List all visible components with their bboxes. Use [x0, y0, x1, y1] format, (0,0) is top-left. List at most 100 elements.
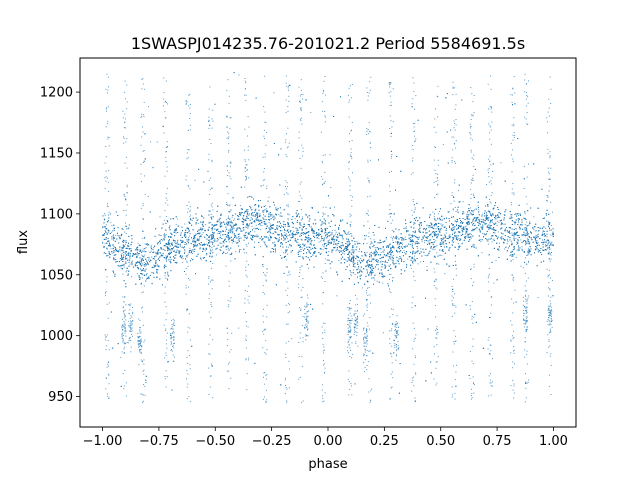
- data-point: [421, 241, 423, 243]
- data-point: [490, 227, 492, 229]
- data-point: [289, 274, 291, 276]
- data-point: [225, 265, 227, 267]
- data-point: [317, 235, 319, 237]
- data-point: [434, 231, 436, 233]
- data-point: [192, 239, 194, 241]
- data-point: [435, 228, 437, 230]
- data-point: [185, 235, 187, 237]
- data-point: [119, 258, 121, 259]
- data-point: [270, 232, 272, 234]
- data-point: [104, 213, 106, 215]
- data-point: [530, 233, 532, 235]
- data-point: [221, 242, 223, 244]
- data-point: [377, 264, 379, 265]
- data-point: [545, 227, 547, 229]
- data-point: [405, 226, 407, 228]
- scatter-points: [102, 72, 554, 403]
- data-point: [177, 218, 179, 220]
- data-point: [462, 201, 464, 203]
- data-point: [124, 231, 126, 233]
- data-point: [495, 260, 497, 262]
- data-point: [273, 92, 275, 94]
- data-point: [443, 244, 445, 246]
- data-point: [162, 240, 164, 242]
- data-point: [434, 234, 435, 236]
- data-point: [136, 273, 138, 275]
- data-point: [498, 221, 500, 223]
- data-point: [403, 250, 405, 252]
- data-point: [413, 251, 415, 253]
- data-point: [189, 364, 191, 366]
- data-point: [259, 220, 261, 222]
- data-point: [490, 213, 492, 214]
- data-point: [382, 247, 384, 249]
- data-point: [345, 259, 347, 261]
- data-point: [552, 231, 554, 233]
- data-point: [331, 233, 333, 235]
- data-point: [449, 265, 451, 267]
- data-point: [370, 269, 372, 271]
- data-point: [121, 252, 123, 254]
- data-point: [104, 230, 106, 231]
- data-point: [106, 242, 107, 244]
- data-point: [370, 272, 372, 274]
- data-point: [234, 241, 236, 243]
- data-point: [227, 138, 229, 140]
- data-point: [302, 233, 304, 235]
- data-point: [201, 233, 203, 235]
- data-point: [238, 74, 240, 76]
- data-point: [188, 235, 190, 237]
- data-point: [106, 336, 107, 338]
- data-point: [463, 212, 465, 214]
- data-point: [376, 280, 378, 282]
- data-point: [291, 338, 293, 340]
- data-point: [257, 235, 259, 237]
- data-point: [146, 273, 148, 274]
- data-point: [390, 259, 392, 261]
- data-point: [153, 247, 155, 249]
- data-point: [310, 244, 312, 246]
- data-point: [499, 242, 500, 244]
- data-point: [131, 276, 133, 278]
- data-point: [518, 240, 520, 242]
- data-point: [540, 228, 542, 230]
- data-point: [411, 247, 413, 249]
- data-point: [126, 257, 128, 259]
- data-point: [371, 388, 373, 390]
- data-point: [160, 252, 162, 254]
- data-point: [461, 243, 463, 245]
- data-point: [500, 162, 502, 164]
- data-point: [489, 201, 491, 203]
- data-point: [440, 245, 441, 247]
- data-point: [199, 248, 201, 250]
- data-point: [225, 234, 227, 235]
- data-point: [537, 242, 539, 244]
- data-point: [148, 106, 149, 108]
- data-point: [509, 255, 511, 257]
- data-point: [251, 221, 253, 223]
- data-point: [462, 242, 463, 244]
- data-point: [313, 244, 315, 246]
- data-point: [391, 229, 393, 231]
- data-point: [278, 225, 280, 227]
- data-point: [244, 232, 246, 234]
- data-point: [268, 222, 270, 224]
- data-point: [369, 268, 371, 269]
- data-point: [320, 252, 322, 254]
- data-point: [468, 223, 470, 225]
- data-point: [139, 260, 141, 262]
- data-point: [283, 193, 285, 195]
- data-point: [110, 221, 112, 223]
- data-point: [157, 264, 158, 266]
- data-point: [197, 218, 199, 220]
- data-point: [123, 266, 125, 268]
- data-point: [310, 111, 312, 113]
- data-point: [512, 158, 514, 160]
- data-point: [281, 230, 283, 232]
- data-point: [175, 230, 177, 232]
- data-point: [278, 238, 280, 240]
- data-point: [546, 220, 548, 222]
- data-point: [143, 262, 145, 263]
- data-point: [274, 250, 276, 252]
- data-point: [263, 222, 265, 224]
